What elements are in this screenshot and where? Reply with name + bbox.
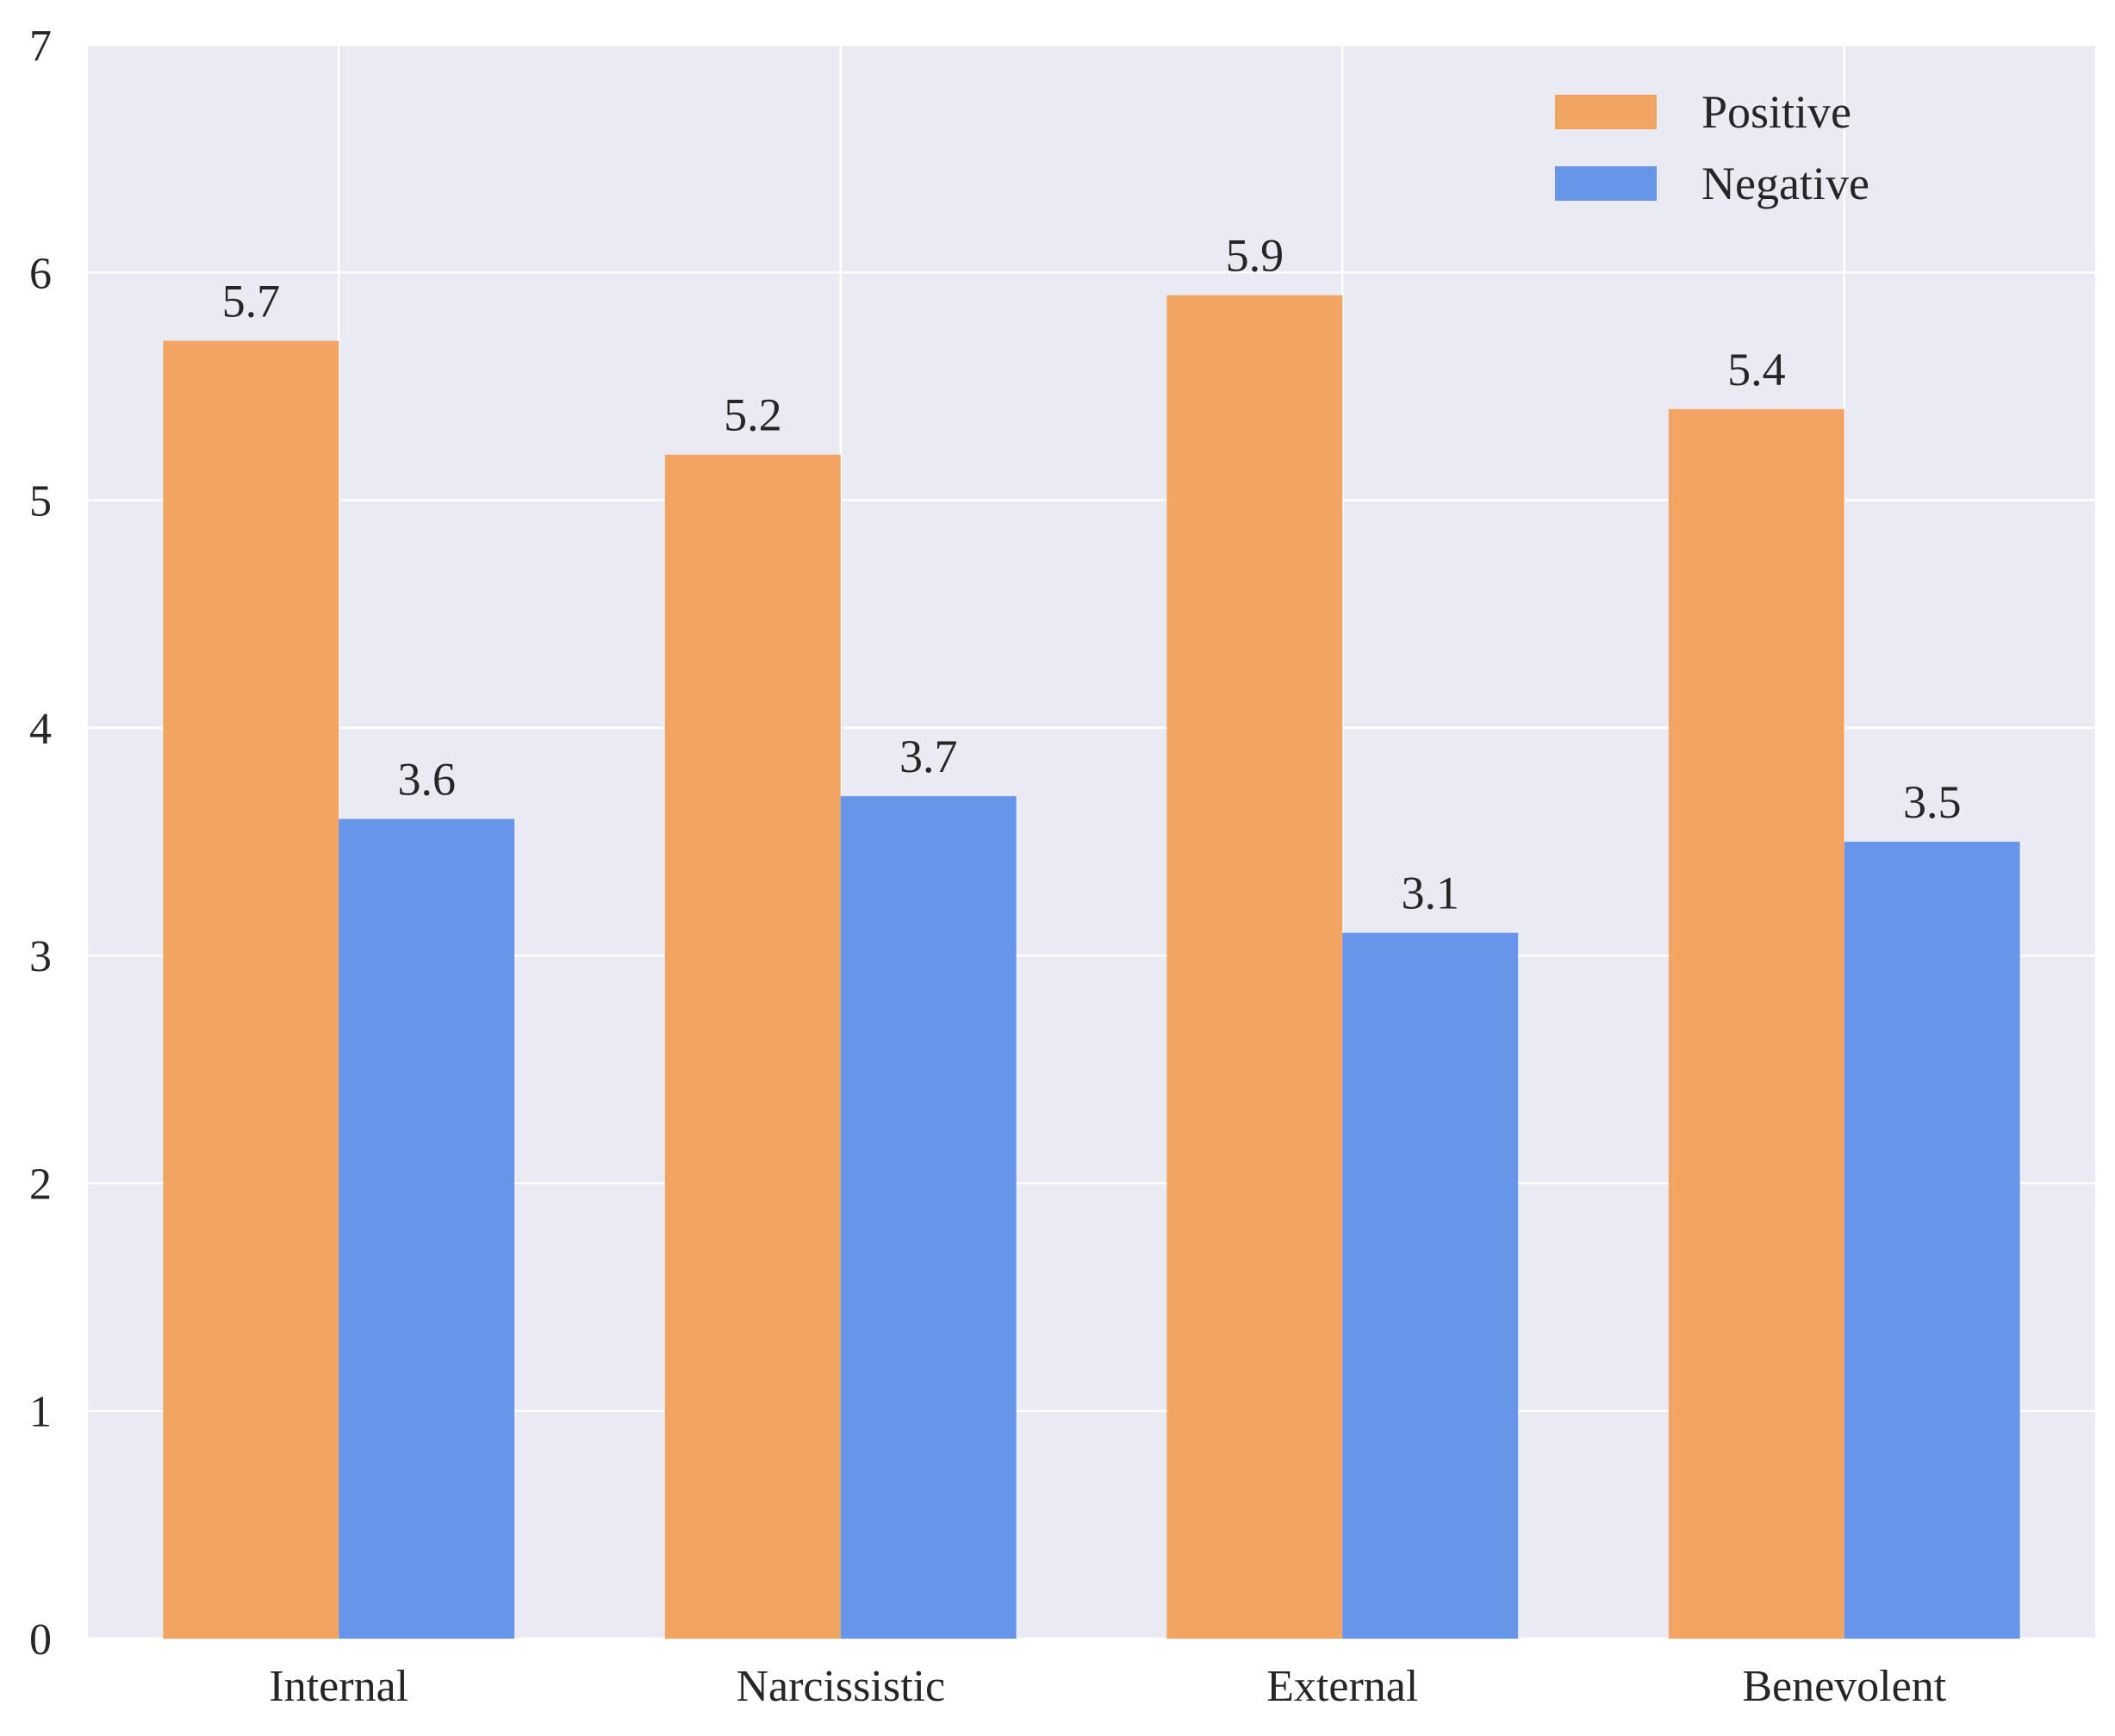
legend-label-negative: Negative bbox=[1701, 158, 1869, 209]
data-label-negative-internal: 3.6 bbox=[397, 754, 456, 806]
y-tick-label: 3 bbox=[29, 932, 52, 981]
y-tick-label: 7 bbox=[29, 22, 52, 71]
y-tick-label: 1 bbox=[29, 1388, 52, 1437]
y-tick-label: 0 bbox=[29, 1615, 52, 1664]
bar-negative-internal bbox=[339, 818, 515, 1639]
legend: Positive Negative bbox=[1555, 86, 1869, 209]
bar-negative-narcissistic bbox=[840, 796, 1017, 1639]
data-label-negative-benevolent: 3.5 bbox=[1903, 776, 1962, 828]
data-label-negative-external: 3.1 bbox=[1401, 868, 1459, 919]
y-tick-label: 2 bbox=[29, 1160, 52, 1209]
y-tick-label: 6 bbox=[29, 249, 52, 298]
legend-swatch-negative bbox=[1555, 166, 1657, 201]
x-tick-label: External bbox=[1266, 1662, 1418, 1711]
legend-swatch-positive bbox=[1555, 95, 1657, 129]
data-label-negative-narcissistic: 3.7 bbox=[899, 731, 958, 782]
data-label-positive-external: 5.9 bbox=[1226, 230, 1285, 282]
data-label-positive-internal: 5.7 bbox=[222, 276, 281, 327]
bar-positive-narcissistic bbox=[664, 454, 841, 1639]
x-axis-ticks: Internal Narcissistic External Benevolent bbox=[269, 1662, 1946, 1711]
bar-positive-benevolent bbox=[1668, 408, 1844, 1639]
y-axis-ticks: 0 1 2 3 4 5 6 7 bbox=[29, 22, 52, 1664]
bar-negative-benevolent bbox=[1844, 842, 2020, 1639]
data-labels: 5.7 3.6 5.2 3.7 5.9 3.1 5.4 3.5 bbox=[222, 230, 1962, 919]
data-label-positive-narcissistic: 5.2 bbox=[724, 389, 782, 441]
y-tick-label: 4 bbox=[29, 705, 52, 754]
bar-positive-internal bbox=[163, 340, 339, 1640]
bars bbox=[163, 295, 2020, 1640]
x-tick-label: Internal bbox=[269, 1662, 408, 1711]
bar-negative-external bbox=[1342, 932, 1519, 1639]
x-tick-label: Benevolent bbox=[1742, 1662, 1946, 1711]
x-tick-label: Narcissistic bbox=[736, 1662, 945, 1711]
legend-label-positive: Positive bbox=[1701, 86, 1851, 138]
bar-positive-external bbox=[1166, 295, 1343, 1639]
y-tick-label: 5 bbox=[29, 477, 52, 526]
data-label-positive-benevolent: 5.4 bbox=[1727, 344, 1786, 395]
